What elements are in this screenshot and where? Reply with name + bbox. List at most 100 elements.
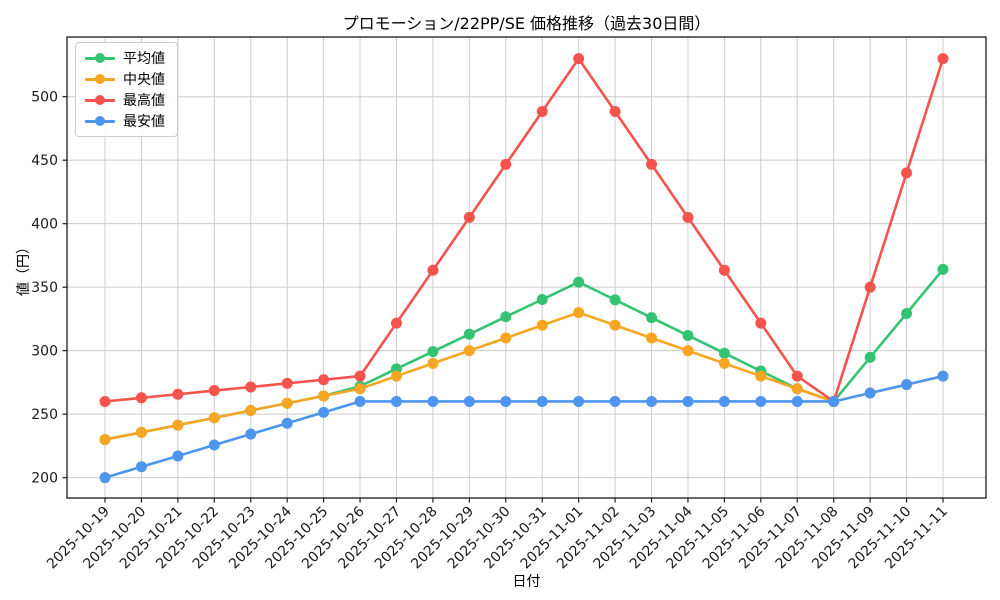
data-point-max [718, 264, 730, 276]
chart-title: プロモーション/22PP/SE 価格推移（過去30日間） [342, 14, 711, 33]
data-point-max [245, 381, 257, 393]
data-point-min [245, 428, 257, 440]
legend-dot-icon [95, 116, 105, 126]
data-point-min [536, 395, 548, 407]
data-point-median [281, 397, 293, 409]
legend-marker-min [85, 115, 115, 127]
data-point-max [390, 317, 402, 329]
data-point-median [135, 426, 147, 438]
data-point-median [682, 345, 694, 357]
data-point-average [864, 351, 876, 363]
data-point-max [318, 374, 330, 386]
legend-item-max: 最高値 [85, 92, 165, 109]
data-point-median [99, 434, 111, 446]
data-point-max [99, 395, 111, 407]
data-point-max [609, 106, 621, 118]
data-point-min [463, 395, 475, 407]
data-point-min [755, 395, 767, 407]
data-point-median [500, 332, 512, 344]
data-point-median [718, 357, 730, 369]
data-point-max [791, 370, 803, 382]
data-point-min [354, 395, 366, 407]
data-point-min [609, 395, 621, 407]
data-point-average [573, 276, 585, 288]
data-point-min [427, 395, 439, 407]
data-point-median [427, 357, 439, 369]
plot-frame [66, 36, 987, 499]
data-point-min [135, 461, 147, 473]
data-point-median [573, 307, 585, 319]
data-point-median [646, 332, 658, 344]
y-tick-label: 300 [31, 344, 58, 360]
data-point-median [172, 419, 184, 431]
legend-marker-average [85, 52, 115, 64]
data-point-min [281, 417, 293, 429]
y-axis-label: 値（円） [16, 240, 32, 296]
data-point-median [318, 390, 330, 402]
data-point-min [864, 387, 876, 399]
legend-item-average: 平均値 [85, 50, 165, 67]
legend-item-min: 最安値 [85, 113, 165, 130]
data-point-average [536, 294, 548, 306]
data-point-average [937, 263, 949, 275]
data-point-average [646, 312, 658, 324]
data-point-max [208, 385, 220, 397]
data-point-min [682, 395, 694, 407]
legend-marker-median [85, 73, 115, 85]
data-point-max [427, 264, 439, 276]
data-point-average [901, 307, 913, 319]
data-point-average [463, 328, 475, 340]
data-point-min [937, 370, 949, 382]
data-point-median [536, 319, 548, 331]
data-point-min [500, 395, 512, 407]
data-point-max [463, 211, 475, 223]
x-axis-label: 日付 [512, 574, 541, 590]
data-point-min [828, 395, 840, 407]
data-point-min [718, 395, 730, 407]
data-point-min [901, 379, 913, 391]
data-point-average [427, 346, 439, 358]
legend-item-median: 中央値 [85, 71, 165, 88]
y-tick-label: 400 [31, 217, 58, 233]
data-point-average [682, 329, 694, 341]
y-tick-label: 350 [31, 280, 58, 296]
legend-label-max: 最高値 [123, 93, 165, 109]
data-point-median [463, 345, 475, 357]
data-point-median [390, 370, 402, 382]
data-point-max [864, 281, 876, 293]
data-point-max [682, 211, 694, 223]
data-point-max [646, 158, 658, 170]
y-tick-label: 250 [31, 407, 58, 423]
data-point-max [755, 317, 767, 329]
data-point-min [208, 439, 220, 451]
data-point-max [937, 53, 949, 65]
data-point-median [609, 319, 621, 331]
data-point-min [573, 395, 585, 407]
data-point-max [573, 53, 585, 65]
legend-label-median: 中央値 [123, 72, 165, 88]
legend-dot-icon [95, 53, 105, 63]
data-point-median [354, 383, 366, 395]
data-point-max [354, 370, 366, 382]
legend-marker-max [85, 94, 115, 106]
y-tick-label: 200 [31, 471, 58, 487]
series-line-max [104, 57, 945, 403]
legend-label-average: 平均値 [123, 51, 165, 67]
data-point-average [500, 311, 512, 323]
data-point-min [172, 450, 184, 462]
data-point-min [318, 406, 330, 418]
data-point-max [172, 388, 184, 400]
legend-label-min: 最安値 [123, 114, 165, 130]
data-point-median [791, 383, 803, 395]
series-line-median [104, 311, 944, 441]
data-point-min [791, 395, 803, 407]
data-point-median [245, 404, 257, 416]
data-point-median [208, 412, 220, 424]
data-point-max [536, 106, 548, 118]
data-point-average [609, 294, 621, 306]
y-tick-label: 450 [31, 153, 58, 169]
series-line-min [104, 374, 944, 479]
data-point-min [646, 395, 658, 407]
